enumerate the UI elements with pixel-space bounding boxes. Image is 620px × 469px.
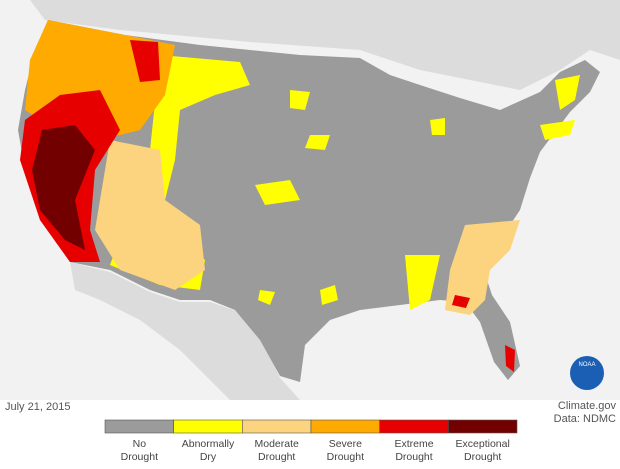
- legend-swatch: [242, 419, 312, 434]
- legend-swatch: [173, 419, 243, 434]
- legend-label: Drought: [327, 451, 364, 463]
- noaa-logo: NOAA: [570, 356, 604, 390]
- drought-area: [452, 295, 515, 372]
- legend-label: Abnormally: [182, 438, 235, 450]
- legend-label: Drought: [464, 451, 501, 463]
- logo-circle: [570, 356, 604, 390]
- legend-label: Dry: [200, 451, 217, 463]
- drought-area: [130, 40, 160, 82]
- us-map: [18, 20, 600, 382]
- legend-swatch: [379, 419, 449, 434]
- legend-swatch: [310, 419, 380, 434]
- legend-swatch: [448, 419, 518, 434]
- drought-area: [95, 140, 205, 290]
- legend-swatch: [104, 419, 174, 434]
- mexico: [70, 262, 300, 400]
- legend-label: No: [133, 438, 147, 450]
- legend-label: Severe: [329, 438, 362, 450]
- legend-label: Exceptional: [456, 438, 510, 450]
- drought-area: [255, 75, 580, 310]
- credit: Climate.gov: [558, 400, 617, 412]
- drought-area: [32, 125, 95, 250]
- drought-area: [445, 220, 520, 315]
- legend-label: Drought: [121, 451, 158, 463]
- legend: NoDroughtAbnormallyDryModerateDroughtSev…: [104, 419, 518, 463]
- source: Data: NDMC: [554, 413, 616, 425]
- legend-label: Drought: [395, 451, 432, 463]
- legend-label: Moderate: [254, 438, 299, 450]
- logo-text: NOAA: [578, 362, 595, 368]
- date: July 21, 2015: [5, 401, 70, 413]
- canada: [0, 0, 620, 90]
- legend-label: Drought: [258, 451, 295, 463]
- legend-label: Extreme: [394, 438, 433, 450]
